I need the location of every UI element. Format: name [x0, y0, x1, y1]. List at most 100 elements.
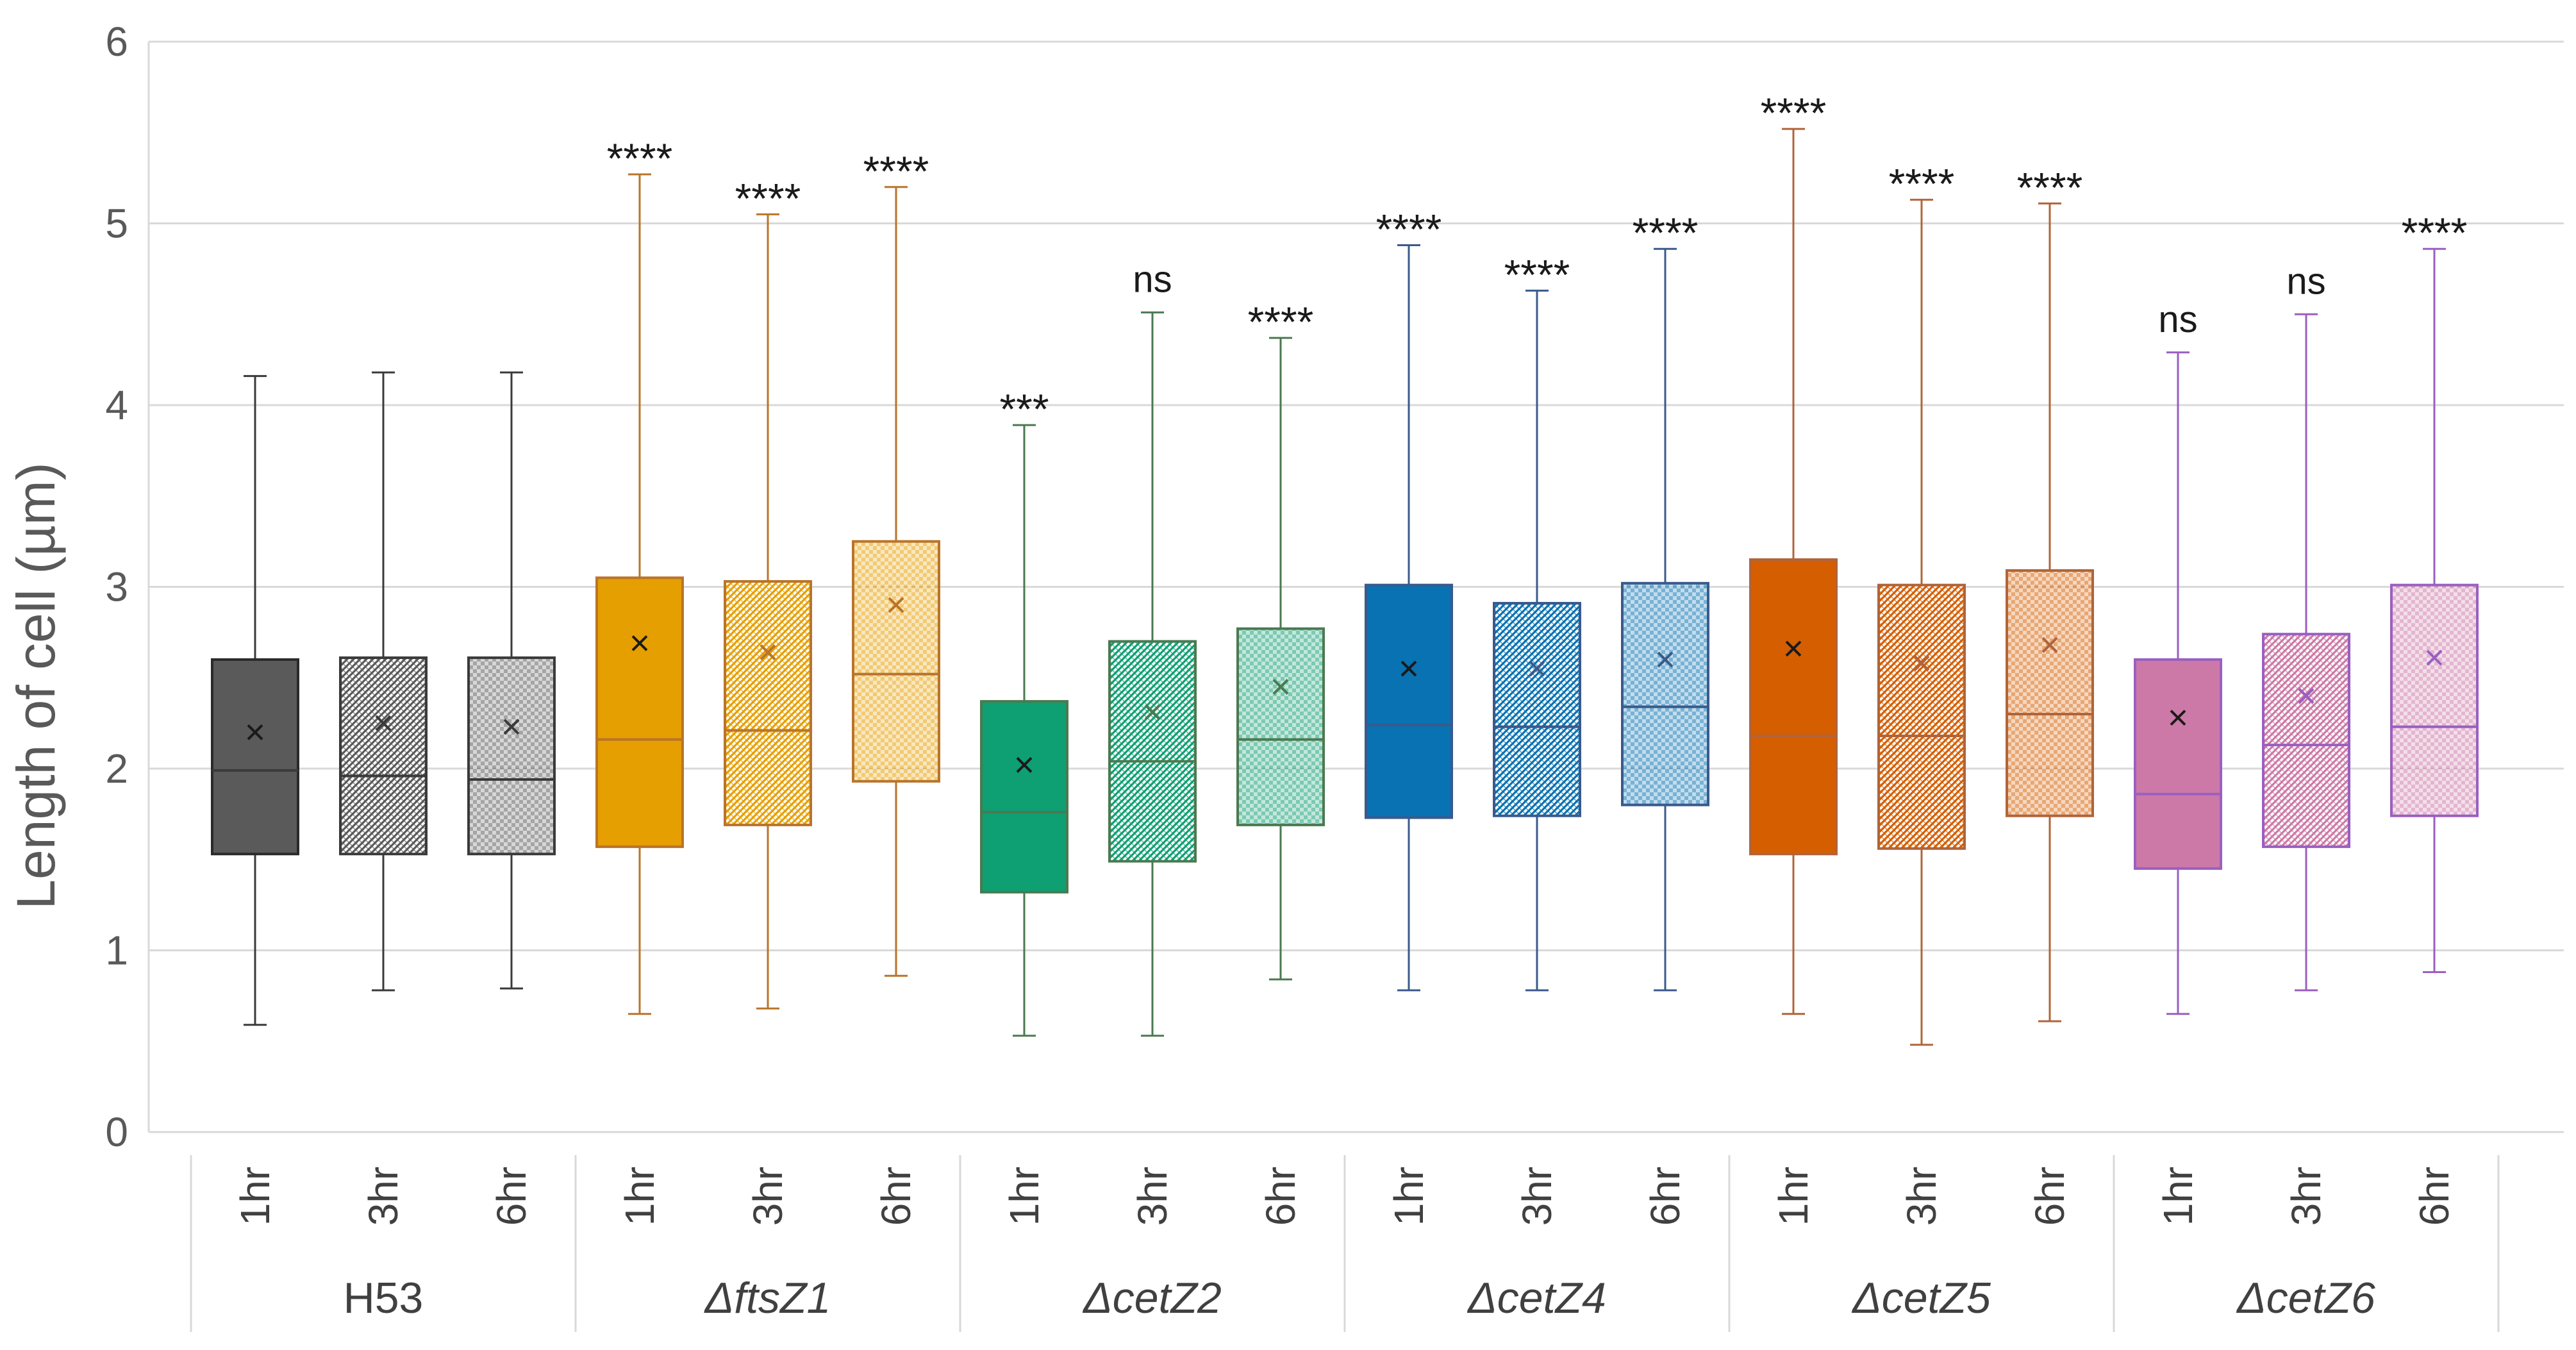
significance-label: ns [2286, 260, 2325, 302]
x-group-label: ΔcetZ6 [2236, 1274, 2375, 1322]
x-tick-label: 3hr [1129, 1167, 1176, 1226]
mean-marker [247, 724, 263, 740]
y-tick-label: 5 [105, 201, 128, 247]
x-axis: 1hr 3hr 6hr H53 1hr 3hr 6hr ΔftsZ1 1hr 3hr 6hr Δcet… [190, 1155, 2500, 1332]
x-tick-label: 3hr [360, 1167, 406, 1226]
box-iqr [2134, 658, 2222, 870]
box-ΔcetZ2-6hr: **** [1236, 298, 1325, 981]
box-iqr [1365, 583, 1453, 819]
box-iqr [2262, 633, 2350, 848]
box-iqr [1877, 583, 1966, 850]
box-H53-6hr [467, 371, 556, 990]
significance-label: *** [999, 385, 1049, 433]
significance-label: **** [1376, 206, 1442, 253]
significance-label: **** [1761, 89, 1827, 137]
box-iqr [1236, 627, 1325, 826]
x-tick-label: 3hr [745, 1167, 791, 1226]
x-group-label: ΔftsZ1 [704, 1274, 831, 1322]
significance-label: **** [2017, 163, 2083, 211]
x-tick-label: 3hr [2283, 1167, 2329, 1226]
significance-label: **** [1633, 209, 1699, 256]
box-ΔcetZ2-1hr: *** [980, 385, 1068, 1037]
x-tick-label: 6hr [488, 1167, 535, 1226]
x-tick-label: 6hr [1642, 1167, 1688, 1226]
box-iqr [2006, 569, 2094, 817]
y-tick-label: 0 [105, 1109, 128, 1155]
x-group-label: H53 [344, 1274, 424, 1322]
mean-marker [1785, 640, 1802, 657]
y-tick-label: 1 [105, 928, 128, 974]
box-ΔcetZ5-3hr: **** [1877, 160, 1966, 1046]
box-iqr [1493, 602, 1581, 817]
box-H53-1hr [211, 375, 299, 1026]
x-tick-label: 1hr [1001, 1167, 1047, 1226]
significance-label: **** [735, 174, 801, 222]
box-series: ***************ns***********************… [211, 89, 2479, 1046]
box-iqr [1621, 581, 1709, 806]
significance-label: **** [2402, 209, 2468, 256]
significance-label: **** [863, 147, 929, 195]
x-tick-label: 6hr [2411, 1167, 2457, 1226]
box-H53-3hr [339, 371, 428, 992]
box-ΔftsZ1-1hr: **** [595, 135, 684, 1015]
x-tick-label: 1hr [232, 1167, 278, 1226]
significance-label: **** [1248, 298, 1314, 346]
mean-marker [1529, 660, 1545, 677]
significance-label: ns [1133, 258, 1172, 300]
box-ΔcetZ4-1hr: **** [1365, 206, 1453, 992]
x-group-label: ΔcetZ2 [1082, 1274, 1222, 1322]
mean-marker [1657, 651, 1674, 668]
y-axis: 0 1 2 3 4 5 6 [105, 19, 150, 1155]
box-ΔcetZ6-3hr: ns [2262, 260, 2350, 992]
box-ΔcetZ5-1hr: **** [1749, 89, 1838, 1015]
box-ΔftsZ1-3hr: **** [724, 174, 812, 1010]
significance-label: **** [1889, 160, 1955, 208]
x-tick-label: 1hr [1770, 1167, 1816, 1226]
box-ΔftsZ1-6hr: **** [852, 147, 940, 977]
mean-marker [2298, 688, 2314, 704]
x-tick-label: 3hr [1514, 1167, 1560, 1226]
box-iqr [980, 700, 1068, 894]
y-tick-label: 6 [105, 19, 128, 65]
box-iqr [2390, 583, 2479, 817]
box-iqr [467, 656, 556, 856]
x-tick-label: 6hr [873, 1167, 919, 1226]
mean-marker [375, 715, 392, 731]
x-tick-label: 1hr [1386, 1167, 1432, 1226]
mean-marker [888, 597, 904, 613]
mean-marker [2041, 637, 2058, 653]
box-iqr [211, 658, 299, 856]
box-ΔcetZ6-1hr: ns [2134, 299, 2222, 1015]
significance-label: **** [607, 135, 673, 182]
box-ΔcetZ6-6hr: **** [2390, 209, 2479, 974]
box-iqr [724, 579, 812, 826]
box-ΔcetZ4-6hr: **** [1621, 209, 1709, 992]
x-tick-label: 1hr [617, 1167, 663, 1226]
mean-marker [1913, 655, 1930, 671]
x-tick-label: 6hr [1258, 1167, 1304, 1226]
significance-label: **** [1504, 251, 1570, 298]
box-ΔcetZ5-6hr: **** [2006, 163, 2094, 1022]
box-iqr [595, 576, 684, 848]
x-tick-label: 6hr [2027, 1167, 2073, 1226]
significance-label: ns [2158, 299, 2197, 340]
y-tick-label: 3 [105, 564, 128, 610]
x-group-label: ΔcetZ4 [1467, 1274, 1606, 1322]
mean-marker [2170, 710, 2186, 726]
box-iqr [339, 656, 428, 856]
box-iqr [1108, 640, 1197, 863]
x-group-label: ΔcetZ5 [1851, 1274, 1991, 1322]
box-ΔcetZ2-3hr: ns [1108, 258, 1197, 1037]
mean-marker [1400, 660, 1417, 677]
mean-marker [503, 719, 520, 735]
x-tick-label: 3hr [1899, 1167, 1945, 1226]
box-iqr [852, 540, 940, 783]
x-tick-label: 1hr [2155, 1167, 2201, 1226]
mean-marker [760, 644, 776, 660]
box-iqr [1749, 558, 1838, 856]
mean-marker [2426, 649, 2443, 666]
box-ΔcetZ4-3hr: **** [1493, 251, 1581, 992]
mean-marker [1272, 679, 1289, 695]
mean-marker [1144, 704, 1161, 721]
